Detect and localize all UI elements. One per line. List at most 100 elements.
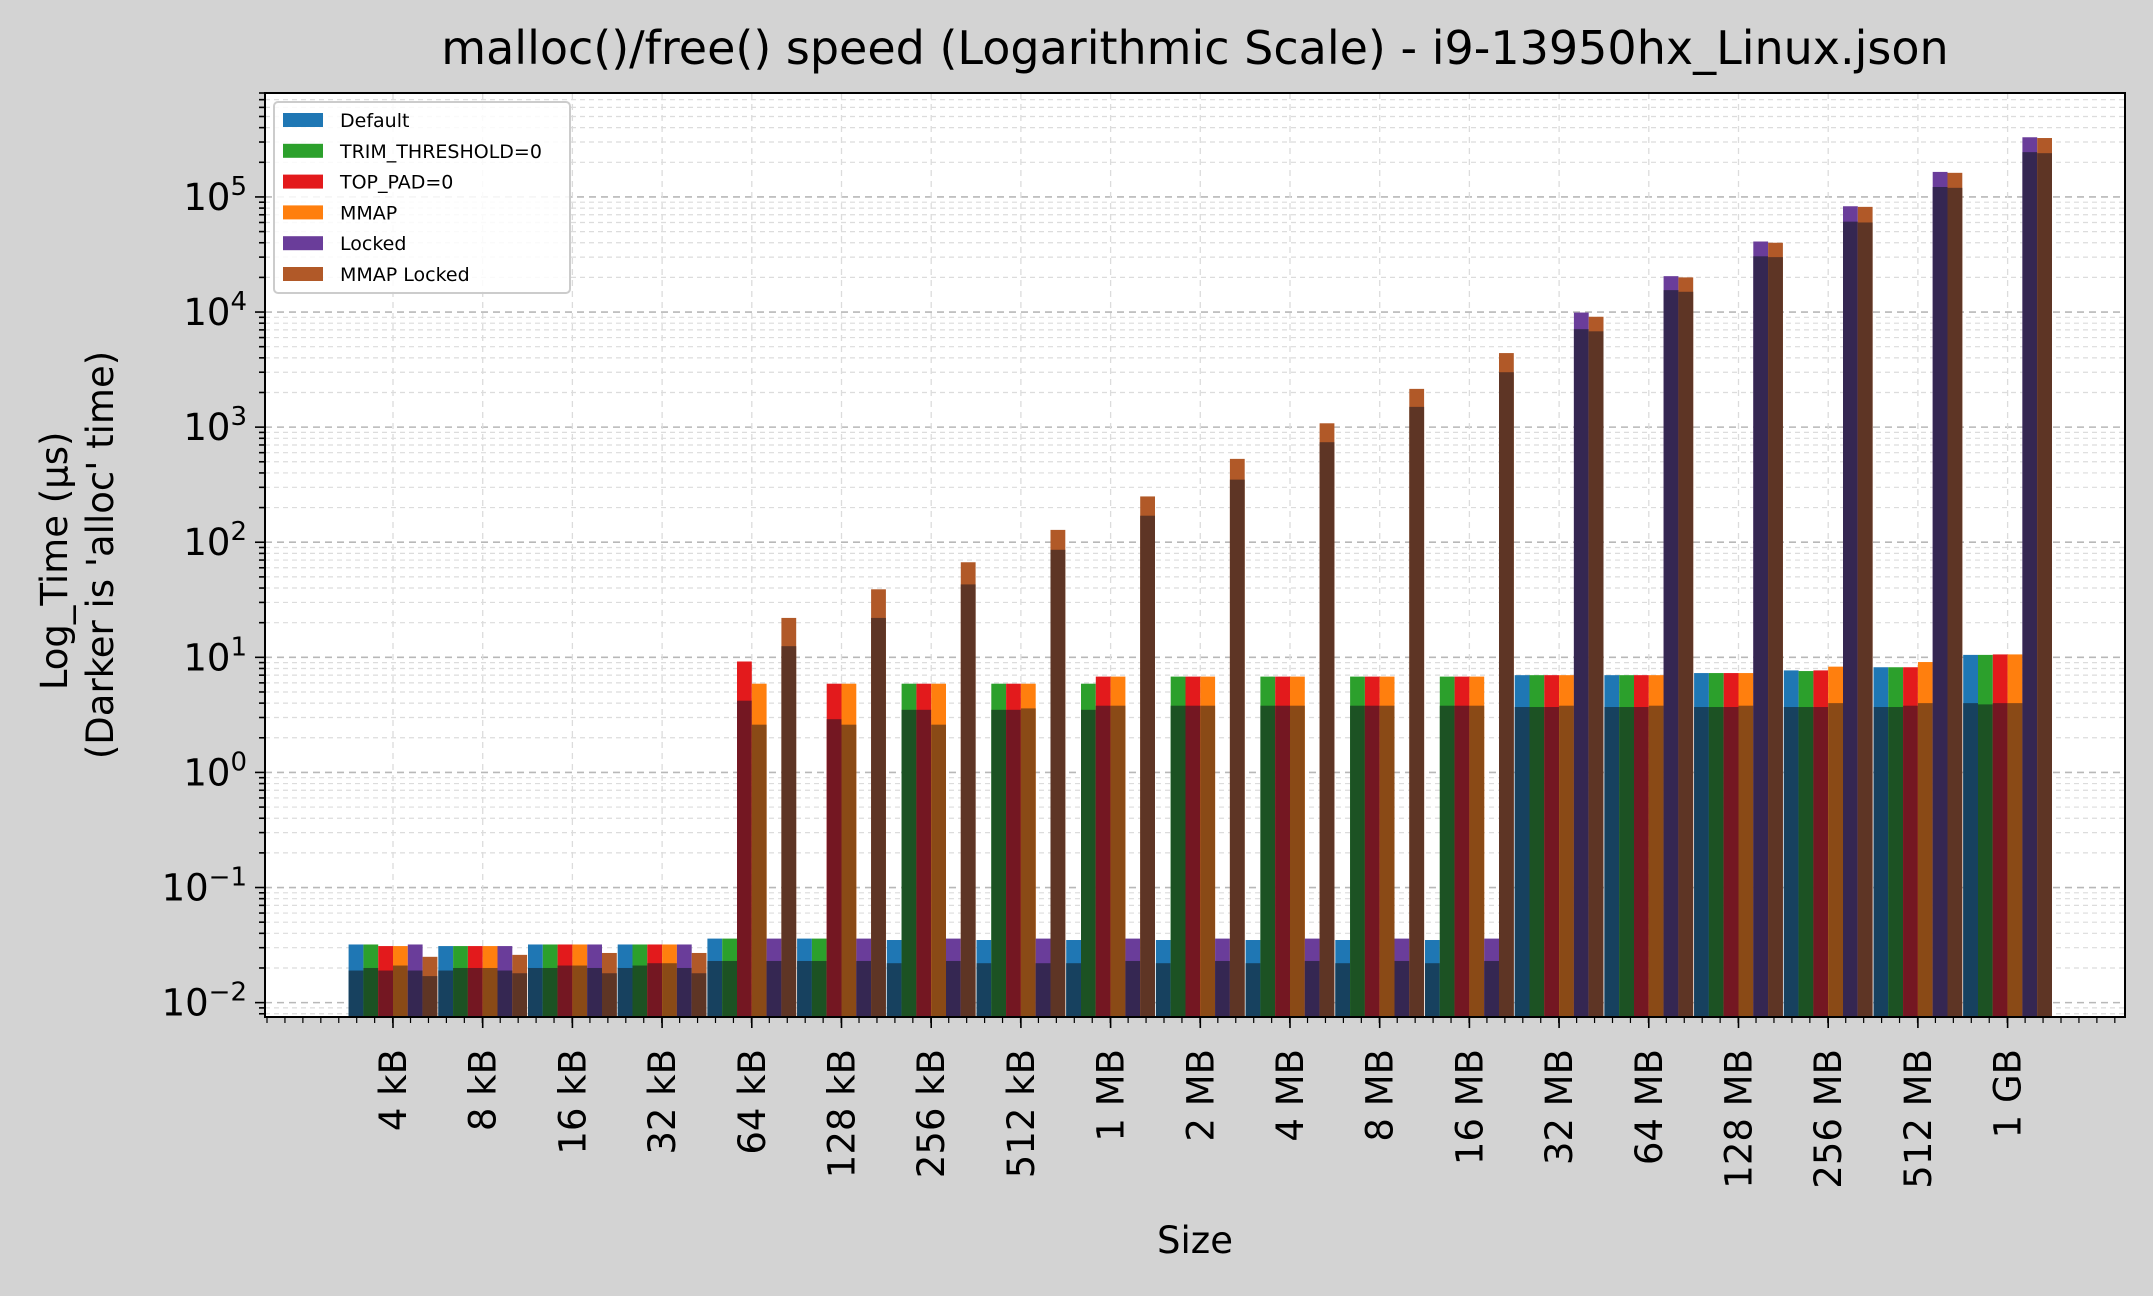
bar-alloc xyxy=(1379,705,1395,1017)
bar-alloc xyxy=(916,709,932,1017)
y-axis-label-line-1: Log_Time (µs) xyxy=(33,432,76,691)
bar-alloc xyxy=(407,970,423,1017)
x-tick-label: 2 MB xyxy=(1179,1049,1222,1142)
bar-alloc xyxy=(1499,372,1514,1018)
bar-alloc xyxy=(1110,705,1126,1017)
bar-alloc xyxy=(2007,703,2023,1017)
y-tick-label: 104 xyxy=(183,287,247,334)
bar-alloc xyxy=(497,970,513,1017)
bar-alloc xyxy=(422,976,438,1017)
legend-label: TRIM_THRESHOLD=0 xyxy=(339,141,542,163)
bar-alloc xyxy=(766,960,782,1017)
bar-alloc xyxy=(467,967,483,1017)
bar-alloc xyxy=(1694,707,1709,1017)
bar-alloc xyxy=(1364,705,1380,1017)
legend-swatch xyxy=(283,267,323,281)
bar-alloc xyxy=(632,965,648,1017)
bar-alloc xyxy=(1708,707,1724,1017)
y-tick-base: 10 xyxy=(183,751,230,794)
bar-alloc xyxy=(1798,707,1814,1017)
bar-alloc xyxy=(856,960,872,1017)
legend-swatch xyxy=(283,205,323,220)
x-tick-label: 8 MB xyxy=(1359,1049,1402,1142)
bar-alloc xyxy=(737,700,752,1017)
bar-alloc xyxy=(1335,963,1351,1017)
y-tick-label: 100 xyxy=(183,747,247,794)
bar-alloc xyxy=(1260,705,1276,1017)
bar-alloc xyxy=(1125,960,1141,1017)
bar-alloc xyxy=(826,719,842,1017)
bar-alloc xyxy=(1394,960,1410,1017)
bar-alloc xyxy=(931,724,946,1017)
bar-alloc xyxy=(363,967,379,1017)
bar-alloc xyxy=(691,973,707,1017)
x-tick-label: 16 kB xyxy=(551,1049,594,1155)
legend-label: TOP_PAD=0 xyxy=(339,172,453,194)
y-tick-base: 10 xyxy=(162,867,209,910)
bar-alloc xyxy=(1439,705,1455,1017)
bar-alloc xyxy=(602,973,617,1017)
bar-alloc xyxy=(1185,705,1201,1017)
bar-alloc xyxy=(1469,705,1485,1017)
x-tick-label: 4 kB xyxy=(372,1049,415,1131)
y-tick-exponent: −2 xyxy=(209,978,247,1008)
bar-alloc xyxy=(1663,290,1679,1017)
bar-alloc xyxy=(647,963,663,1017)
x-tick-label: 1 GB xyxy=(1987,1049,2030,1138)
bar-alloc xyxy=(393,965,408,1017)
x-axis-label: Size xyxy=(1157,1219,1233,1262)
bar-alloc xyxy=(1963,703,1978,1017)
bar-alloc xyxy=(1843,221,1858,1017)
y-tick-exponent: 4 xyxy=(230,287,247,317)
bar-alloc xyxy=(617,967,633,1017)
bar-alloc xyxy=(1738,705,1754,1017)
bar-alloc xyxy=(438,970,454,1017)
bar-alloc xyxy=(1275,705,1290,1017)
bar-alloc xyxy=(1514,707,1530,1017)
bar-alloc xyxy=(1648,705,1664,1017)
bar-alloc xyxy=(1454,705,1470,1017)
x-tick-label: 32 kB xyxy=(641,1049,684,1155)
bar-alloc xyxy=(1095,705,1111,1017)
legend-label: MMAP xyxy=(340,202,397,224)
bar-alloc xyxy=(886,963,902,1017)
series-1 xyxy=(363,654,1993,1017)
y-axis-label: Log_Time (µs) (Darker is 'alloc' time) xyxy=(33,351,122,759)
bar-alloc xyxy=(1544,707,1560,1017)
x-tick-label: 4 MB xyxy=(1269,1049,1312,1142)
bar-alloc xyxy=(1932,187,1948,1017)
bar-alloc xyxy=(1978,704,1993,1017)
bar-alloc xyxy=(348,970,364,1017)
bar-alloc xyxy=(1604,707,1620,1017)
bar-alloc xyxy=(1783,707,1799,1017)
x-tick-label: 64 kB xyxy=(731,1049,774,1155)
y-tick-exponent: 3 xyxy=(230,402,247,432)
bar-alloc xyxy=(960,584,976,1017)
bar-alloc xyxy=(1857,222,1873,1017)
bar-alloc xyxy=(1050,549,1066,1017)
bar-alloc xyxy=(797,960,812,1017)
bar-alloc xyxy=(662,963,677,1017)
bar-alloc xyxy=(482,967,498,1017)
plot-frame xyxy=(264,92,2126,1018)
x-tick-label: 8 kB xyxy=(462,1049,505,1131)
bar-alloc xyxy=(1753,256,1769,1018)
y-tick-exponent: 0 xyxy=(230,747,247,777)
bar-alloc xyxy=(1081,709,1096,1017)
y-axis-label-line-2: (Darker is 'alloc' time) xyxy=(79,351,122,759)
bar-alloc xyxy=(841,724,857,1017)
y-tick-base: 10 xyxy=(162,982,209,1025)
bar-alloc xyxy=(1992,703,2008,1017)
y-tick-exponent: −1 xyxy=(209,863,247,893)
bar-alloc xyxy=(901,709,917,1017)
bar-alloc xyxy=(528,967,543,1017)
bar-alloc xyxy=(512,973,528,1017)
bar-alloc xyxy=(1529,707,1545,1017)
bar-alloc xyxy=(1917,703,1933,1017)
bar-alloc xyxy=(1425,963,1440,1017)
bar-alloc xyxy=(1035,963,1051,1017)
y-tick-base: 10 xyxy=(183,636,230,679)
bar-alloc xyxy=(2037,153,2052,1017)
series-5 xyxy=(422,138,2052,1018)
